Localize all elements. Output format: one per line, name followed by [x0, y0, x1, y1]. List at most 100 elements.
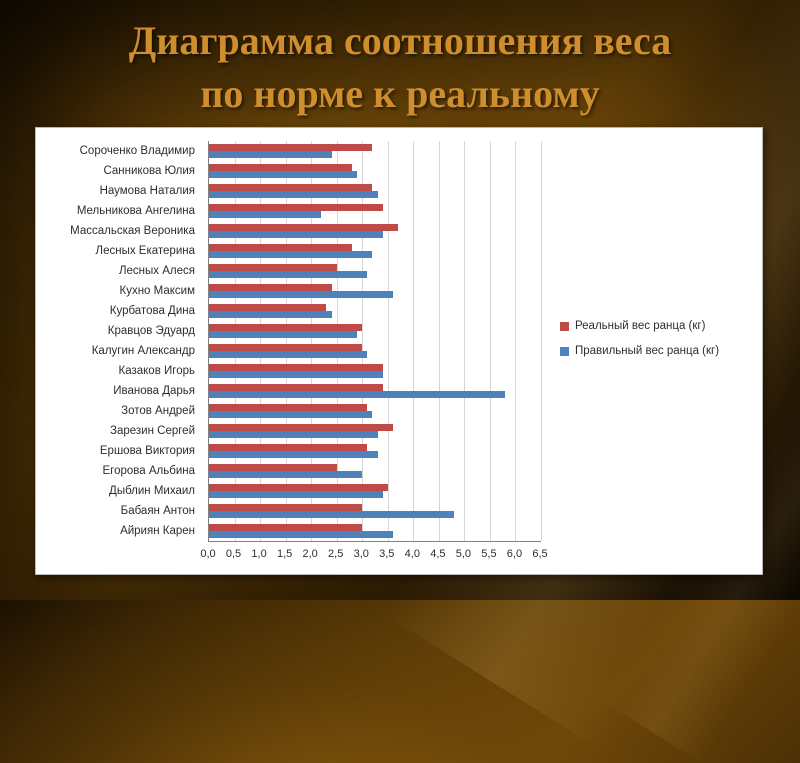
- bar-row: [209, 301, 541, 321]
- bar-norm-weight: [209, 531, 393, 538]
- bar-real-weight: [209, 264, 337, 271]
- legend-item: Реальный вес ранца (кг): [560, 320, 719, 332]
- bar-norm-weight: [209, 191, 378, 198]
- bar-norm-weight: [209, 471, 363, 478]
- category-axis: Сороченко Владимир Санникова Юлия Наумова …: [36, 141, 202, 541]
- x-tick-label: 4,0: [404, 548, 420, 560]
- bar-row: [209, 161, 541, 181]
- bar-row: [209, 281, 541, 301]
- x-tick-label: 1,5: [276, 548, 293, 560]
- gridline: [336, 141, 338, 541]
- category-label: Наумова Наталия: [99, 185, 195, 197]
- bar-norm-weight: [209, 511, 455, 518]
- bar-row: [209, 181, 541, 201]
- legend: Реальный вес ранца (кг) Правильный вес ра…: [560, 320, 719, 370]
- bar-real-weight: [209, 224, 398, 231]
- bar-row: [209, 221, 541, 241]
- plot-area: [208, 141, 542, 542]
- bar-norm-weight: [209, 371, 383, 378]
- bar-real-weight: [209, 284, 332, 291]
- bar-row: [209, 481, 541, 501]
- bar-norm-weight: [209, 351, 368, 358]
- bar-row: [209, 201, 541, 221]
- x-tick-label: 3,5: [379, 548, 395, 560]
- bar-row: [209, 501, 541, 521]
- category-label: Казаков Игорь: [118, 365, 196, 377]
- x-tick-label: 0,0: [200, 548, 216, 560]
- bar-norm-weight: [209, 331, 358, 338]
- gridline: [515, 141, 517, 541]
- bar-norm-weight: [209, 451, 378, 458]
- bar-real-weight: [209, 304, 327, 311]
- bar-norm-weight: [209, 271, 368, 278]
- legend-swatch-icon: [560, 346, 569, 356]
- category-label: Курбатова Дина: [109, 305, 195, 317]
- category-label: Ершова Виктория: [99, 445, 195, 457]
- category-label: Кравцов Эдуард: [107, 325, 195, 337]
- chart-card: Сороченко Владимир Санникова Юлия Наумова …: [35, 127, 763, 575]
- x-tick-label: 3,0: [353, 548, 369, 560]
- gridline: [387, 141, 389, 541]
- bar-real-weight: [209, 484, 388, 491]
- gridline: [260, 141, 262, 541]
- bar-real-weight: [209, 184, 373, 191]
- bar-norm-weight: [209, 291, 393, 298]
- bar-norm-weight: [209, 151, 332, 158]
- category-label: Егорова Альбина: [102, 465, 196, 477]
- bar-real-weight: [209, 344, 363, 351]
- legend-label: Правильный вес ранца (кг): [575, 345, 720, 357]
- x-tick-label: 0,5: [225, 548, 242, 560]
- x-tick-label: 5,5: [481, 548, 497, 560]
- bar-row: [209, 241, 541, 261]
- bar-norm-weight: [209, 231, 383, 238]
- bar-real-weight: [209, 244, 352, 251]
- bar-real-weight: [209, 464, 337, 471]
- slide-title-line-1: Диаграмма соотношения веса: [128, 18, 672, 63]
- bar-row: [209, 141, 541, 161]
- bar-norm-weight: [209, 491, 383, 498]
- x-axis: 0,0 0,5 1,0 1,5 2,0 2,5 3,0 3,5 4,0 4,5 5,0 5,5 6,0 6…: [200, 546, 547, 562]
- bar-row: [209, 401, 541, 421]
- legend-item: Правильный вес ранца (кг): [560, 345, 719, 357]
- gridline: [234, 141, 236, 541]
- bar-row: [209, 341, 541, 361]
- gridline: [285, 141, 287, 541]
- bar-row: [209, 521, 541, 541]
- bar-row: [209, 361, 541, 381]
- category-label: Дыблин Михаил: [109, 485, 195, 497]
- bar-norm-weight: [209, 211, 322, 218]
- x-tick-label: 1,0: [251, 548, 267, 560]
- bar-row: [209, 261, 541, 281]
- legend-label: Реальный вес ранца (кг): [575, 320, 706, 332]
- gridline: [438, 141, 440, 541]
- gridline: [541, 141, 542, 541]
- bar-norm-weight: [209, 431, 378, 438]
- gridline: [413, 141, 415, 541]
- legend-swatch-icon: [560, 321, 569, 331]
- category-label: Зарезин Сергей: [110, 425, 195, 437]
- bar-real-weight: [209, 424, 393, 431]
- category-label: Кухно Максим: [119, 285, 196, 297]
- x-tick-label: 5,0: [455, 548, 472, 560]
- bar-norm-weight: [209, 251, 373, 258]
- bar-real-weight: [209, 204, 383, 211]
- bar-real-weight: [209, 364, 383, 371]
- category-label: Мельникова Ангелина: [76, 205, 195, 217]
- bar-norm-weight: [209, 411, 373, 418]
- category-label: Бабаян Антон: [120, 505, 195, 517]
- bar-real-weight: [209, 144, 373, 151]
- bar-row: [209, 321, 541, 341]
- category-label: Зотов Андрей: [121, 405, 195, 417]
- x-tick-label: 4,5: [430, 548, 446, 560]
- category-label: Иванова Дарья: [113, 385, 195, 397]
- x-tick-label: 6,0: [506, 548, 523, 560]
- category-label: Калугин Александр: [91, 345, 195, 357]
- bar-real-weight: [209, 384, 383, 391]
- category-label: Санникова Юлия: [103, 165, 195, 177]
- bar-real-weight: [209, 404, 368, 411]
- gridline: [362, 141, 364, 541]
- bar-row: [209, 421, 541, 441]
- bar-row: [209, 461, 541, 481]
- category-label: Массальская Вероника: [70, 225, 195, 237]
- slide-title-line-2: по норме к реальному: [200, 71, 600, 116]
